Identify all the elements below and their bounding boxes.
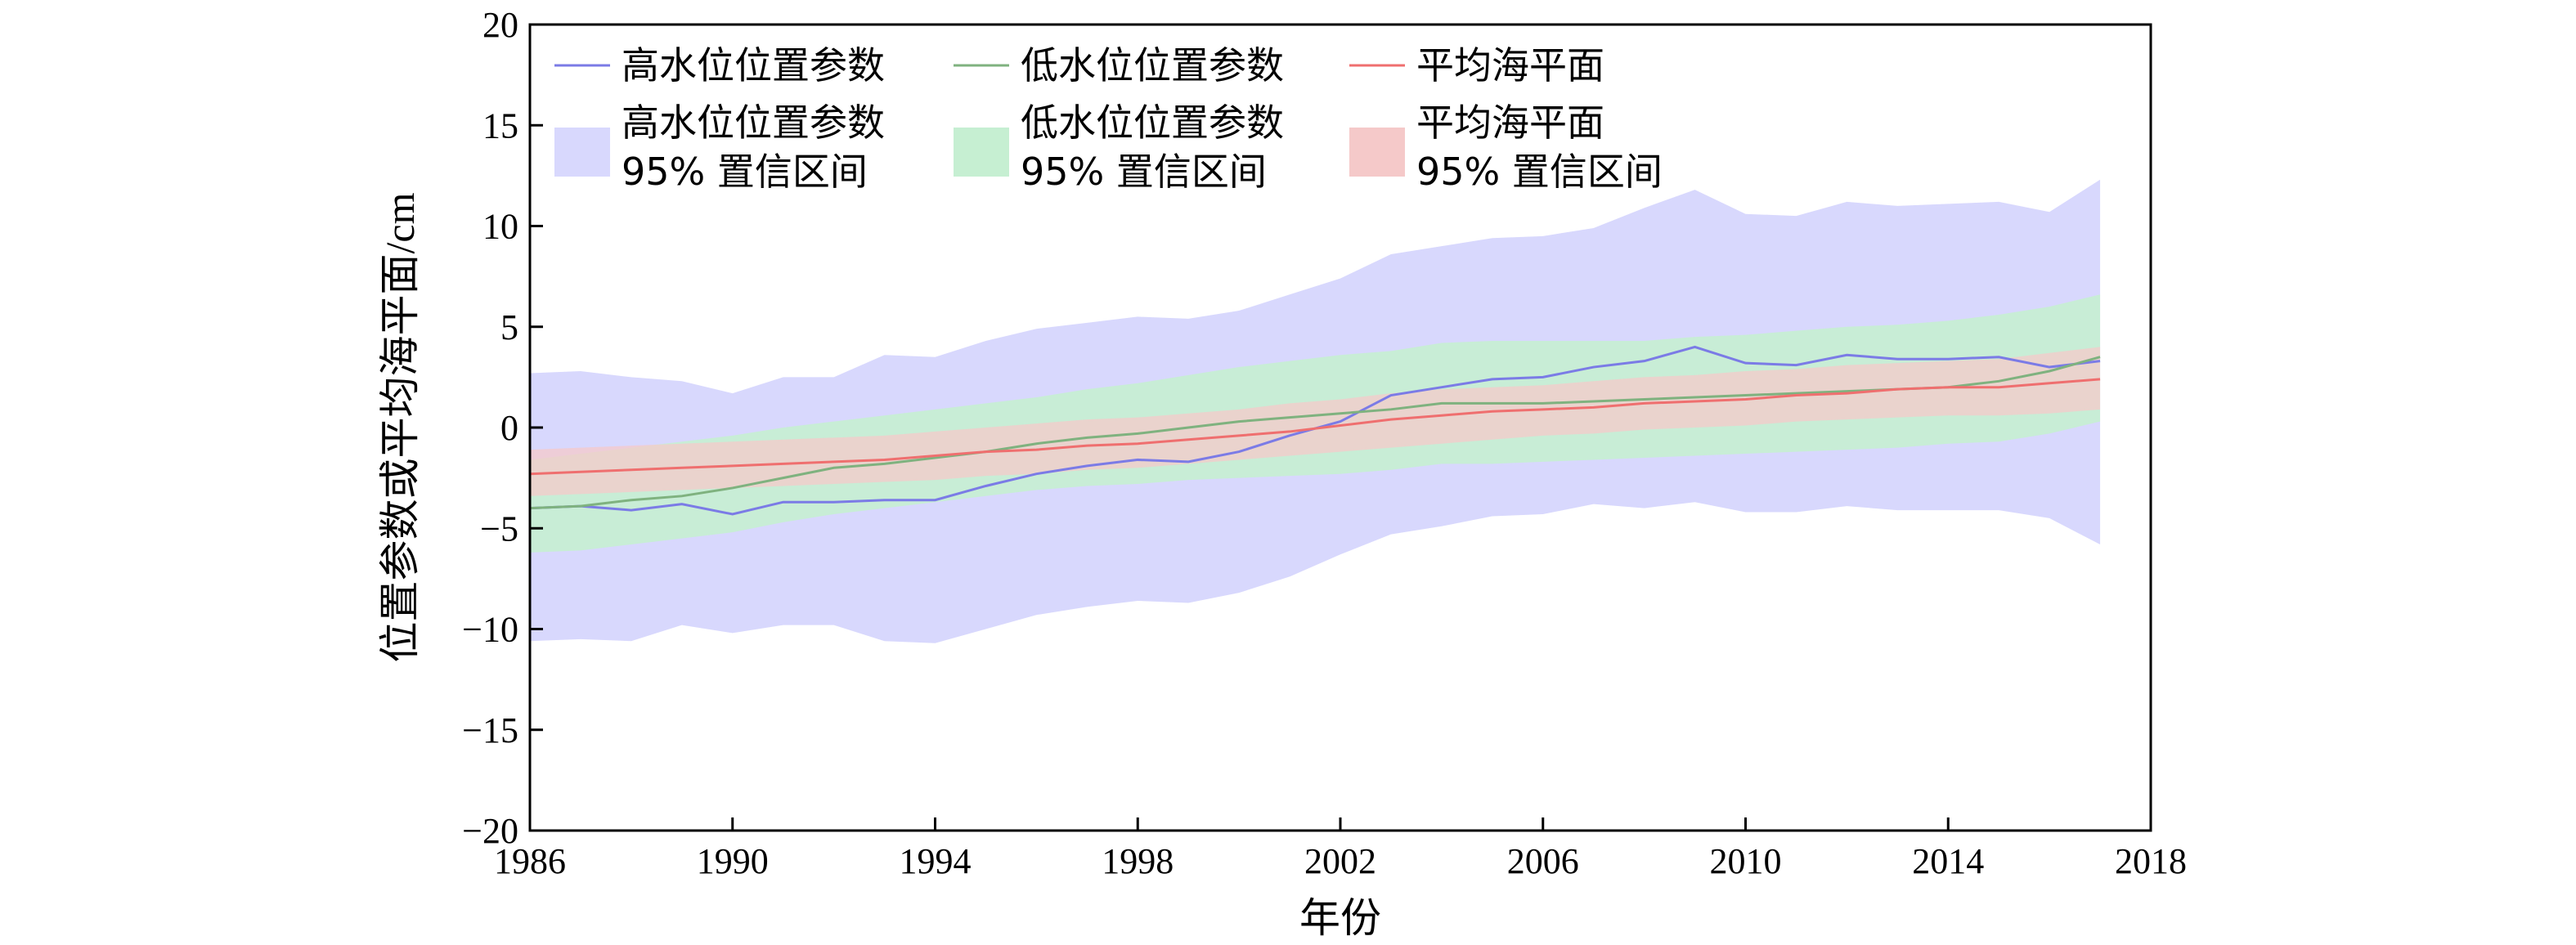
x-axis: 1986 1990 1994 1998 2002 2006 2010 2014 2018: [494, 817, 2187, 881]
x-tick-label: 2014: [1912, 841, 1984, 881]
y-tick-label: 20: [482, 5, 518, 45]
series-lines: [529, 345, 2101, 516]
y-tick-label: 5: [500, 307, 518, 347]
legend-label-3: 平均海平面: [1416, 43, 1604, 87]
y-tick-label: −15: [462, 710, 518, 750]
x-tick-label: 1998: [1102, 841, 1174, 881]
y-tick-label: 15: [482, 105, 518, 146]
x-tick-label: 2018: [2115, 841, 2187, 881]
x-tick-label: 1990: [697, 841, 769, 881]
legend-band-label-3: 95% 置信区间: [1416, 150, 1663, 194]
legend-band-label-1: 95% 置信区间: [622, 150, 868, 194]
x-tick-label: 2002: [1304, 841, 1376, 881]
x-tick-label: 1986: [494, 841, 566, 881]
y-axis-label: 位置参数或平均海平面/cm: [377, 192, 423, 662]
legend-band-label-3: 平均海平面: [1416, 101, 1604, 145]
series-line-2: [529, 356, 2101, 510]
y-tick-label: 10: [482, 207, 518, 247]
y-tick-label: −20: [462, 811, 518, 851]
x-tick-label: 1994: [900, 841, 972, 881]
legend-label-2: 低水位位置参数: [1021, 43, 1284, 87]
x-tick-label: 2010: [1710, 841, 1782, 881]
legend-swatch-3: [1349, 128, 1405, 177]
legend-swatch-2: [954, 128, 1009, 177]
legend-swatch-1: [554, 128, 610, 177]
legend-band-label-2: 95% 置信区间: [1021, 150, 1267, 194]
y-tick-label: 0: [500, 408, 518, 448]
legend-band-label-1: 高水位位置参数: [622, 101, 885, 145]
x-tick-label: 2006: [1507, 841, 1579, 881]
series-line-3: [529, 378, 2101, 476]
confidence-bands: [530, 179, 2101, 643]
x-axis-label: 年份: [1299, 895, 1381, 941]
y-tick-label: −10: [462, 610, 518, 650]
legend-band-label-2: 低水位位置参数: [1021, 101, 1284, 145]
y-axis: 20 15 10 5 0 −5 −10 −15 −20: [462, 5, 543, 851]
y-tick-label: −5: [480, 508, 518, 549]
legend-label-1: 高水位位置参数: [622, 43, 885, 87]
